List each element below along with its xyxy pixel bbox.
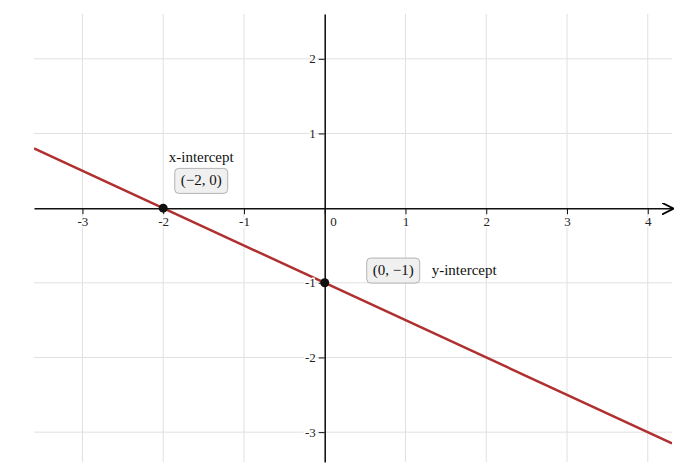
line — [34, 148, 672, 443]
x-tick-label: 1 — [403, 214, 410, 229]
y-tick-label: -3 — [305, 425, 316, 440]
grid-line-x — [647, 14, 648, 462]
y-tick-label: 2 — [309, 51, 316, 66]
x-tick-mark — [567, 208, 568, 214]
y-tick-mark — [319, 432, 325, 433]
x-tick: 1 — [403, 208, 410, 229]
grid-line-y — [34, 357, 672, 358]
grid-line-x — [163, 14, 164, 462]
grid-line-x — [486, 14, 487, 462]
x-tick: -1 — [239, 208, 250, 229]
x-tick-mark — [82, 208, 83, 214]
x-tick: 0 — [325, 208, 337, 229]
x-tick-mark — [648, 208, 649, 214]
plot-area — [34, 148, 672, 443]
chart: -3 -2 -1 0 1 2 3 4 -3 -2 -1 1 2 (−2, 0) x-intercept (0,… — [0, 0, 686, 476]
x-tick-mark — [486, 208, 487, 214]
x-tick: -3 — [78, 208, 89, 229]
x-axis-line — [35, 208, 673, 210]
grid — [34, 14, 672, 462]
grid-line-x — [324, 14, 325, 462]
x-tick-mark — [163, 208, 164, 214]
y-tick-label: 1 — [309, 126, 316, 141]
x-tick-label: 4 — [645, 214, 652, 229]
x-axis: -3 -2 -1 0 1 2 3 4 — [35, 208, 673, 229]
grid-line-y — [34, 133, 672, 134]
y-axis: -3 -2 -1 1 2 — [305, 15, 325, 463]
grid-line-y — [34, 432, 672, 433]
y-tick-mark — [319, 59, 325, 60]
x-tick-label: -1 — [239, 214, 250, 229]
y-tick-mark — [319, 357, 325, 358]
annotation-box — [367, 258, 420, 283]
x-tick-label: -2 — [158, 214, 169, 229]
x-tick: 2 — [484, 208, 491, 229]
grid-line-x — [82, 14, 83, 462]
annotation-text: (−2, 0) — [181, 172, 222, 189]
annotation-group: (0, −1) — [367, 258, 420, 283]
y-axis-line — [324, 15, 326, 463]
x-tick-label: 3 — [564, 214, 571, 229]
x-tick: 4 — [645, 208, 652, 229]
x-tick-label: 2 — [484, 214, 491, 229]
annotations: (−2, 0) x-intercept (0, −1) y-intercept — [169, 149, 498, 283]
annotation-box — [175, 168, 228, 193]
y-tick: 2 — [309, 51, 325, 66]
annotation-text: (0, −1) — [373, 262, 414, 279]
x-tick: -2 — [158, 208, 169, 229]
y-tick: -2 — [305, 350, 325, 365]
y-tick: -3 — [305, 425, 325, 440]
x-tick-mark — [405, 208, 406, 214]
annotation-label: y-intercept — [432, 262, 498, 278]
y-tick-mark — [319, 283, 325, 284]
grid-line-x — [243, 14, 244, 462]
x-tick: 3 — [564, 208, 571, 229]
y-tick-mark — [319, 133, 325, 134]
grid-line-y — [34, 282, 672, 283]
x-tick-label: 0 — [330, 214, 337, 229]
x-tick-label: -3 — [78, 214, 89, 229]
y-tick-label: -1 — [305, 275, 316, 290]
grid-line-x — [405, 14, 406, 462]
annotation-group: (−2, 0) — [175, 168, 228, 193]
y-tick: -1 — [305, 275, 325, 290]
y-tick-label: -2 — [305, 350, 316, 365]
annotation-label: x-intercept — [169, 149, 235, 165]
y-tick: 1 — [309, 126, 325, 141]
grid-line-y — [34, 58, 672, 59]
x-tick-mark — [244, 208, 245, 214]
